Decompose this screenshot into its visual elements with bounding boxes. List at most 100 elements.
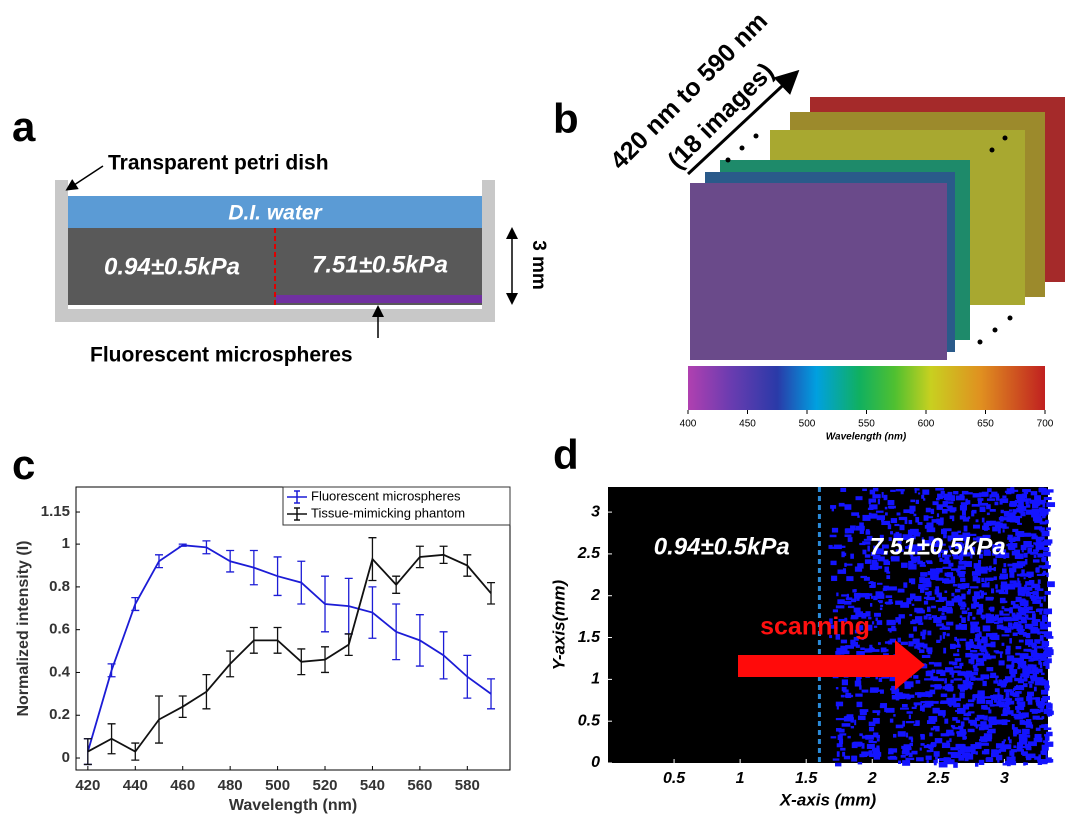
speckle: [967, 728, 975, 733]
speckle: [1041, 572, 1049, 576]
speckle: [1037, 553, 1043, 558]
speckle: [931, 669, 936, 674]
speckle: [1023, 762, 1028, 766]
speckle: [913, 513, 917, 517]
speckle: [955, 495, 965, 501]
speckle: [1014, 566, 1021, 569]
speckle: [1001, 741, 1006, 744]
speckle: [876, 620, 883, 625]
speckle: [879, 534, 884, 541]
speckle: [909, 742, 913, 747]
speckle: [1041, 490, 1050, 495]
speckle: [1039, 621, 1045, 627]
speckle: [961, 509, 966, 516]
error-bar: [415, 614, 424, 667]
speckle: [1028, 643, 1031, 647]
x-tick-label: 580: [455, 777, 480, 794]
speckle: [933, 701, 939, 704]
speckle: [1044, 685, 1050, 691]
speckle: [1023, 577, 1026, 580]
speckle: [845, 645, 854, 649]
speckle: [1038, 565, 1046, 568]
speckle: [962, 504, 967, 509]
colorbar-tick-label: 550: [858, 419, 875, 430]
speckle: [945, 732, 955, 736]
speckle: [859, 753, 865, 758]
speckle: [1013, 694, 1020, 697]
speckle: [919, 649, 925, 653]
speckle: [942, 501, 948, 507]
speckle: [851, 512, 860, 516]
speckle: [887, 628, 897, 632]
speckle: [942, 554, 951, 557]
speckle: [885, 595, 893, 599]
speckle: [1013, 734, 1017, 737]
speckle: [940, 733, 950, 737]
speckle: [1020, 511, 1026, 517]
speckle: [1021, 712, 1029, 718]
speckle: [829, 618, 833, 625]
speckle: [999, 617, 1006, 620]
speckle: [1003, 563, 1007, 568]
speckle: [887, 500, 895, 506]
speckle: [872, 649, 880, 652]
speckle: [971, 504, 980, 507]
series-line: [87, 553, 492, 753]
speckle: [930, 508, 935, 515]
speckle: [983, 733, 993, 740]
speckle: [976, 698, 986, 704]
speckle: [1032, 613, 1036, 620]
speckle: [941, 508, 948, 514]
speckle: [1002, 613, 1010, 616]
speckle: [837, 734, 843, 740]
speckle: [1010, 671, 1016, 678]
speckle: [1007, 537, 1012, 540]
speckle: [1041, 530, 1050, 537]
speckle: [1022, 609, 1025, 613]
dish-label: Transparent petri dish: [108, 152, 329, 175]
speckle: [995, 523, 1003, 529]
speckle: [991, 632, 998, 638]
speckle: [980, 742, 989, 746]
speckle: [1031, 642, 1036, 647]
speckle: [1046, 574, 1049, 578]
speckle: [844, 562, 847, 567]
speckle: [900, 754, 906, 758]
speckle: [927, 593, 930, 598]
speckle: [879, 607, 883, 611]
speckle: [872, 494, 881, 499]
speckle: [946, 729, 954, 734]
speckle: [995, 589, 1005, 593]
speckle: [885, 512, 888, 516]
speckle: [1018, 701, 1026, 707]
speckle: [873, 732, 879, 738]
speckle: [991, 547, 1000, 551]
speckle: [936, 669, 943, 675]
speckle: [936, 639, 941, 644]
speckle: [1040, 750, 1046, 755]
ellipsis: [725, 133, 1013, 345]
speckle: [915, 499, 920, 504]
speckle: [1017, 531, 1021, 537]
speckle: [880, 647, 887, 653]
speckle: [876, 738, 880, 742]
speckle: [1035, 697, 1041, 703]
error-bar: [321, 646, 330, 674]
speckle: [975, 595, 984, 599]
microsphere-layer: [276, 295, 482, 303]
speckle: [1022, 667, 1027, 674]
speckle: [1032, 599, 1042, 604]
speckle: [953, 762, 958, 768]
speckle: [981, 525, 989, 530]
speckle: [1006, 655, 1013, 662]
speckle: [933, 759, 940, 764]
speckle: [973, 563, 981, 569]
speckle: [854, 680, 862, 687]
speckle: [1005, 692, 1010, 698]
speckle: [923, 643, 928, 649]
error-bar: [107, 663, 116, 678]
speckle: [971, 571, 981, 576]
speckle: [868, 616, 872, 620]
speckle: [835, 762, 842, 767]
speckle: [932, 568, 940, 575]
